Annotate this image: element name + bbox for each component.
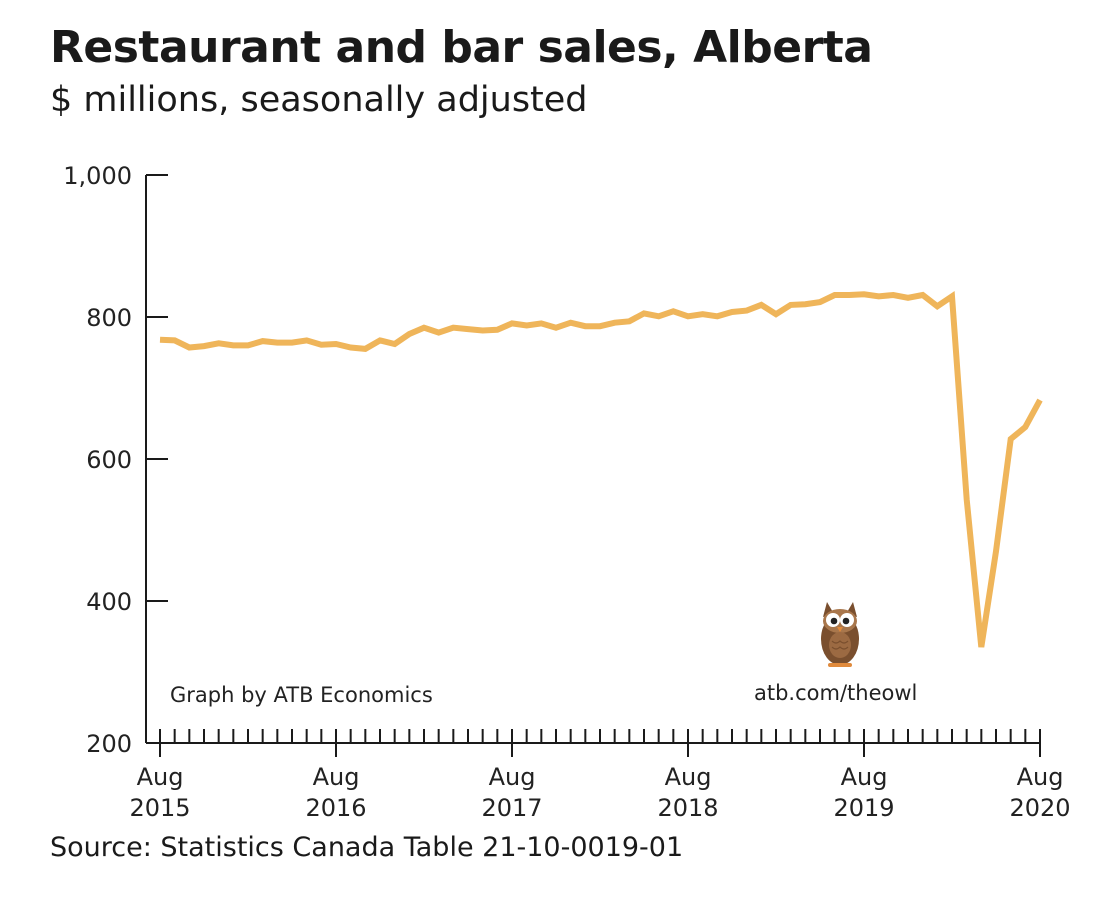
x-axis-ticks: Aug 2015 Aug 2016 Aug 2017 Aug 2018 Aug 2019 Aug 20… [129,729,1071,822]
y-tick-label: 400 [86,588,132,616]
y-axis-ticks: 1,000 800 600 400 200 [63,162,168,758]
y-tick-label: 1,000 [63,162,132,190]
owl-icon [821,602,859,667]
series-line [159,291,1043,648]
series-layer [159,291,1043,648]
x-tick-label-month: Aug [313,763,360,791]
site-link[interactable]: atb.com/theowl [754,681,917,705]
x-tick-label-year: 2020 [1009,794,1070,822]
x-tick-label-month: Aug [489,763,536,791]
x-tick-label-month: Aug [841,763,888,791]
chart-title: Restaurant and bar sales, Alberta [50,22,873,73]
credit-note: Graph by ATB Economics [170,683,433,707]
chart-subtitle: $ millions, seasonally adjusted [50,80,588,120]
x-tick-label-year: 2017 [481,794,542,822]
x-tick-label-year: 2016 [305,794,366,822]
y-tick-label: 600 [86,446,132,474]
x-tick-label-year: 2018 [657,794,718,822]
x-tick-label-year: 2015 [129,794,190,822]
x-tick-label-month: Aug [665,763,712,791]
x-tick-label-month: Aug [1017,763,1064,791]
source-note: Source: Statistics Canada Table 21-10-00… [50,832,684,863]
x-tick-label-year: 2019 [833,794,894,822]
x-tick-label-month: Aug [137,763,184,791]
y-tick-label: 800 [86,304,132,332]
y-tick-label: 200 [86,730,132,758]
chart-axes [145,175,1041,744]
